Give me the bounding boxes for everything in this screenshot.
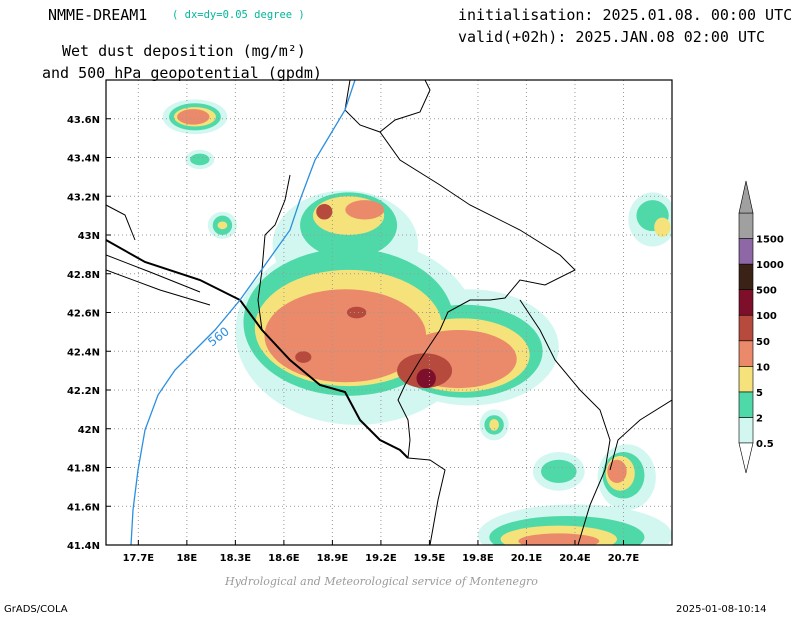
colorbar-swatch — [738, 391, 754, 418]
colorbar-swatch — [738, 212, 754, 239]
y-tick-label: 42.4N — [67, 347, 100, 358]
deposition-cell — [518, 533, 600, 545]
deposition-cell — [345, 200, 385, 220]
deposition-cell — [607, 459, 627, 483]
y-tick-label: 43N — [78, 231, 100, 242]
contour-label: 560 — [205, 324, 232, 349]
border-southeast — [609, 399, 672, 471]
chart-title-line2: and 500 hPa geopotential (gpdm) — [42, 64, 322, 82]
colorbar-label: 50 — [756, 337, 770, 348]
colorbar-swatch — [738, 417, 754, 444]
coast-northwest — [106, 204, 136, 241]
colorbar-swatch — [738, 263, 754, 290]
chart-title-line1: Wet dust deposition (mg/m²) — [62, 42, 306, 60]
colorbar-label: 5 — [756, 388, 763, 399]
x-axis: 17.7E 18E 18.3E 18.6E 18.9E 19.2E 19.5E 19.8E 20… — [123, 540, 640, 564]
deposition-cell — [416, 368, 436, 389]
colorbar: 0.5 2 5 10 50 100 500 1000 1500 — [738, 180, 784, 474]
colorbar-label: 0.5 — [756, 439, 774, 450]
y-tick-label: 42.6N — [67, 309, 100, 320]
y-tick-label: 43.4N — [67, 154, 100, 165]
geopotential-contour — [130, 80, 356, 545]
deposition-cell — [654, 217, 671, 237]
border-north — [344, 80, 431, 133]
colorbar-label: 1000 — [756, 260, 784, 271]
y-tick-label: 43.6N — [67, 115, 100, 126]
colorbar-label: 2 — [756, 413, 763, 424]
x-tick-label: 20.1E — [511, 553, 543, 564]
x-tick-label: 18.6E — [268, 553, 300, 564]
init-time: initialisation: 2025.01.08. 00:00 UTC — [458, 6, 793, 24]
colorbar-swatch — [738, 289, 754, 316]
valid-time: valid(+02h): 2025.JAN.08 02:00 UTC — [458, 28, 766, 46]
y-axis: 41.4N 41.6N 41.8N 42N 42.2N 42.4N 42.6N 42.8N 43… — [67, 115, 111, 552]
deposition-cell — [190, 153, 210, 166]
credit-text: Hydrological and Meteorological service … — [225, 575, 538, 588]
colorbar-swatch — [738, 340, 754, 367]
border-montenegro — [379, 131, 576, 459]
colorbar-swatch — [738, 366, 754, 393]
island-outline — [106, 254, 201, 293]
y-tick-label: 42N — [78, 425, 100, 436]
deposition-cell — [489, 419, 499, 431]
deposition-field — [162, 99, 672, 545]
x-tick-label: 19.2E — [365, 553, 397, 564]
border-west — [257, 174, 291, 331]
colorbar-swatch — [738, 314, 754, 342]
footer-left: GrADS/COLA — [4, 604, 68, 615]
colorbar-swatch — [738, 238, 754, 265]
x-tick-label: 20.4E — [559, 553, 591, 564]
deposition-cell — [295, 351, 312, 363]
grid-lines — [106, 80, 672, 546]
deposition-cell — [177, 109, 210, 125]
x-tick-label: 18.3E — [220, 553, 252, 564]
colorbar-label: 10 — [756, 362, 770, 373]
colorbar-label: 100 — [756, 311, 777, 322]
model-name: NMME-DREAM1 — [48, 6, 148, 24]
border-south — [407, 457, 446, 545]
coastline — [106, 239, 409, 459]
x-tick-label: 20.7E — [608, 553, 640, 564]
y-tick-label: 43.2N — [67, 192, 100, 203]
footer-right: 2025-01-08-10:14 — [676, 604, 767, 615]
deposition-cell — [217, 221, 228, 230]
x-tick-label: 19.5E — [414, 553, 446, 564]
y-tick-label: 42.8N — [67, 270, 100, 281]
peninsula-outline — [106, 269, 211, 306]
colorbar-label: 500 — [756, 286, 777, 297]
deposition-cell — [541, 459, 577, 483]
colorbar-bottom-arrow — [738, 442, 754, 474]
x-tick-label: 17.7E — [123, 553, 155, 564]
y-tick-label: 42.2N — [67, 386, 100, 397]
x-tick-label: 18E — [176, 553, 197, 564]
border-east — [519, 299, 611, 545]
y-tick-label: 41.6N — [67, 502, 100, 513]
deposition-cell — [316, 204, 333, 220]
y-tick-label: 41.4N — [67, 541, 100, 552]
x-tick-label: 18.9E — [317, 553, 349, 564]
y-tick-label: 41.8N — [67, 464, 100, 475]
resolution-note: ( dx=dy=0.05 degree ) — [172, 9, 305, 21]
colorbar-top-arrow — [738, 180, 754, 214]
deposition-cell — [346, 306, 367, 319]
colorbar-label: 1500 — [756, 235, 784, 246]
x-tick-label: 19.8E — [462, 553, 494, 564]
coastlines-borders — [106, 80, 672, 545]
